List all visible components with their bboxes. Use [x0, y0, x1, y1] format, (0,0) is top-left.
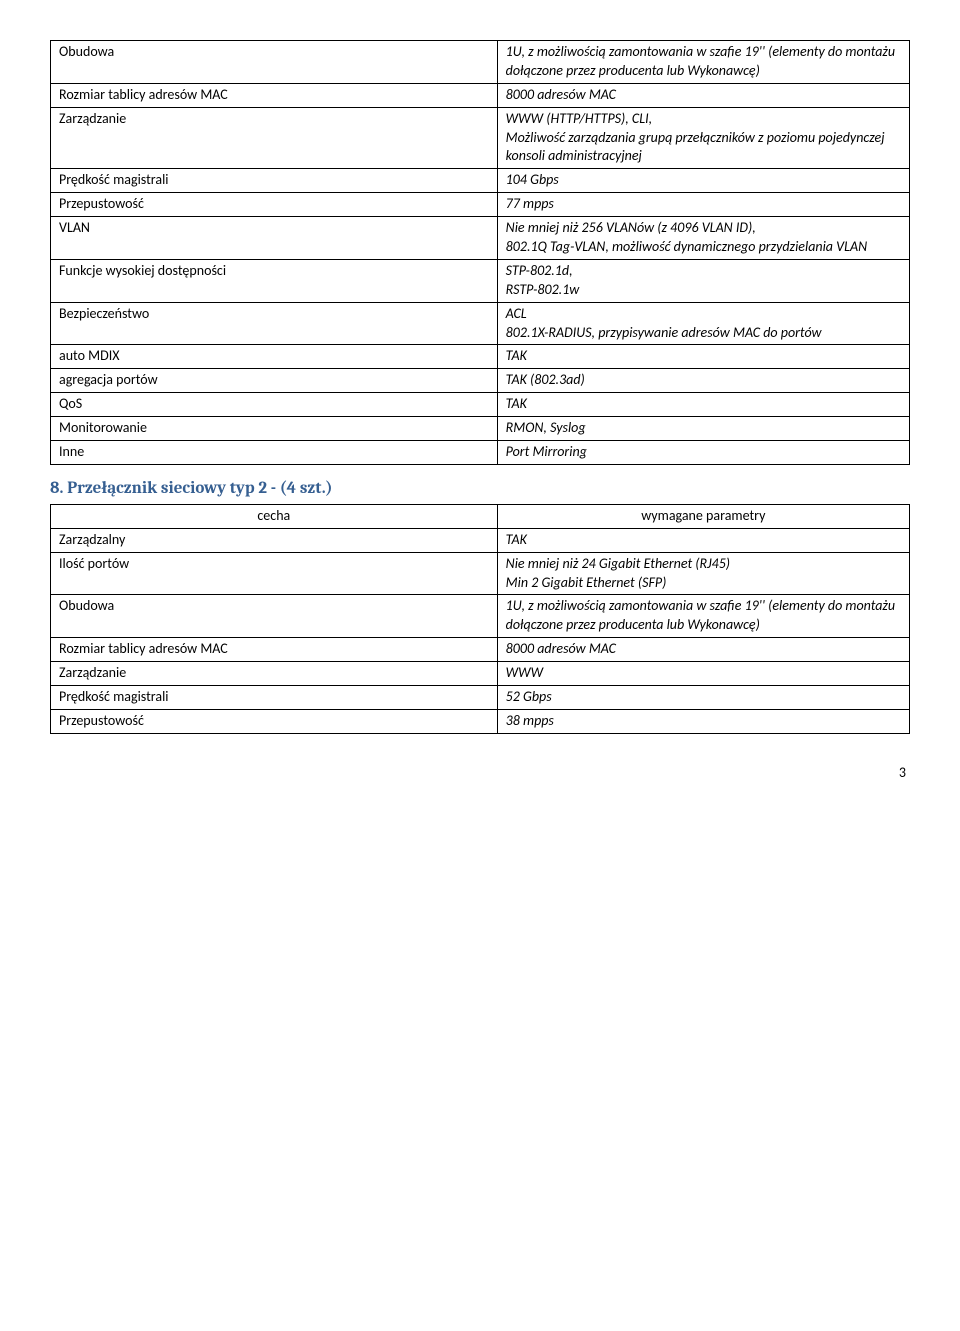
section-heading: 8. Przełącznik sieciowy typ 2 - (4 szt.)	[50, 479, 910, 498]
spec-value: 1U, z możliwością zamontowania w szafie …	[497, 595, 909, 638]
table-row: Obudowa1U, z możliwością zamontowania w …	[51, 41, 910, 84]
table-row: Funkcje wysokiej dostępnościSTP-802.1d,R…	[51, 259, 910, 302]
spec-value: 104 Gbps	[497, 169, 909, 193]
spec-value: WWW	[497, 662, 909, 686]
spec-name: Przepustowość	[51, 709, 498, 733]
spec-value: TAK (802.3ad)	[497, 369, 909, 393]
table-row: MonitorowanieRMON, Syslog	[51, 417, 910, 441]
spec-name: Bezpieczeństwo	[51, 302, 498, 345]
table-header-row: cechawymagane parametry	[51, 504, 910, 528]
spec-value: 8000 adresów MAC	[497, 83, 909, 107]
spec-value: TAK	[497, 345, 909, 369]
spec-value: 38 mpps	[497, 709, 909, 733]
table-row: ZarządzanieWWW	[51, 662, 910, 686]
spec-name: Funkcje wysokiej dostępności	[51, 259, 498, 302]
spec-value: 8000 adresów MAC	[497, 638, 909, 662]
spec-table-1: Obudowa1U, z możliwością zamontowania w …	[50, 40, 910, 465]
spec-name: Zarządzanie	[51, 662, 498, 686]
table-row: agregacja portówTAK (802.3ad)	[51, 369, 910, 393]
spec-value: STP-802.1d,RSTP-802.1w	[497, 259, 909, 302]
spec-value: 77 mpps	[497, 193, 909, 217]
spec-name: Rozmiar tablicy adresów MAC	[51, 638, 498, 662]
page-number: 3	[50, 764, 910, 781]
spec-name: Zarządzalny	[51, 528, 498, 552]
spec-value: Nie mniej niż 24 Gigabit Ethernet (RJ45)…	[497, 552, 909, 595]
spec-value: Nie mniej niż 256 VLANów (z 4096 VLAN ID…	[497, 217, 909, 260]
table-row: InnePort Mirroring	[51, 441, 910, 465]
spec-table-2: cechawymagane parametryZarządzalnyTAKIlo…	[50, 504, 910, 734]
spec-name: Prędkość magistrali	[51, 686, 498, 710]
spec-name: QoS	[51, 393, 498, 417]
spec-value: ACL802.1X-RADIUS, przypisywanie adresów …	[497, 302, 909, 345]
table-row: Obudowa1U, z możliwością zamontowania w …	[51, 595, 910, 638]
table-row: ZarządzalnyTAK	[51, 528, 910, 552]
spec-value: Port Mirroring	[497, 441, 909, 465]
table-row: auto MDIXTAK	[51, 345, 910, 369]
spec-name: Prędkość magistrali	[51, 169, 498, 193]
spec-name: VLAN	[51, 217, 498, 260]
spec-name: Obudowa	[51, 595, 498, 638]
column-header-right: wymagane parametry	[497, 504, 909, 528]
table-row: Rozmiar tablicy adresów MAC8000 adresów …	[51, 83, 910, 107]
table-row: Prędkość magistrali52 Gbps	[51, 686, 910, 710]
spec-name: agregacja portów	[51, 369, 498, 393]
table-row: QoSTAK	[51, 393, 910, 417]
spec-value: RMON, Syslog	[497, 417, 909, 441]
table-row: Przepustowość77 mpps	[51, 193, 910, 217]
spec-name: Przepustowość	[51, 193, 498, 217]
spec-name: Ilość portów	[51, 552, 498, 595]
spec-name: Zarządzanie	[51, 107, 498, 169]
table-row: VLANNie mniej niż 256 VLANów (z 4096 VLA…	[51, 217, 910, 260]
spec-name: Inne	[51, 441, 498, 465]
spec-value: TAK	[497, 393, 909, 417]
spec-name: Monitorowanie	[51, 417, 498, 441]
spec-name: Obudowa	[51, 41, 498, 84]
spec-name: Rozmiar tablicy adresów MAC	[51, 83, 498, 107]
column-header-left: cecha	[51, 504, 498, 528]
table-row: Rozmiar tablicy adresów MAC8000 adresów …	[51, 638, 910, 662]
spec-value: TAK	[497, 528, 909, 552]
table-row: Prędkość magistrali104 Gbps	[51, 169, 910, 193]
spec-value: 1U, z możliwością zamontowania w szafie …	[497, 41, 909, 84]
table-row: BezpieczeństwoACL802.1X-RADIUS, przypisy…	[51, 302, 910, 345]
spec-value: WWW (HTTP/HTTPS), CLI,Możliwość zarządza…	[497, 107, 909, 169]
table-row: ZarządzanieWWW (HTTP/HTTPS), CLI,Możliwo…	[51, 107, 910, 169]
table-row: Ilość portówNie mniej niż 24 Gigabit Eth…	[51, 552, 910, 595]
spec-name: auto MDIX	[51, 345, 498, 369]
table-row: Przepustowość38 mpps	[51, 709, 910, 733]
spec-value: 52 Gbps	[497, 686, 909, 710]
